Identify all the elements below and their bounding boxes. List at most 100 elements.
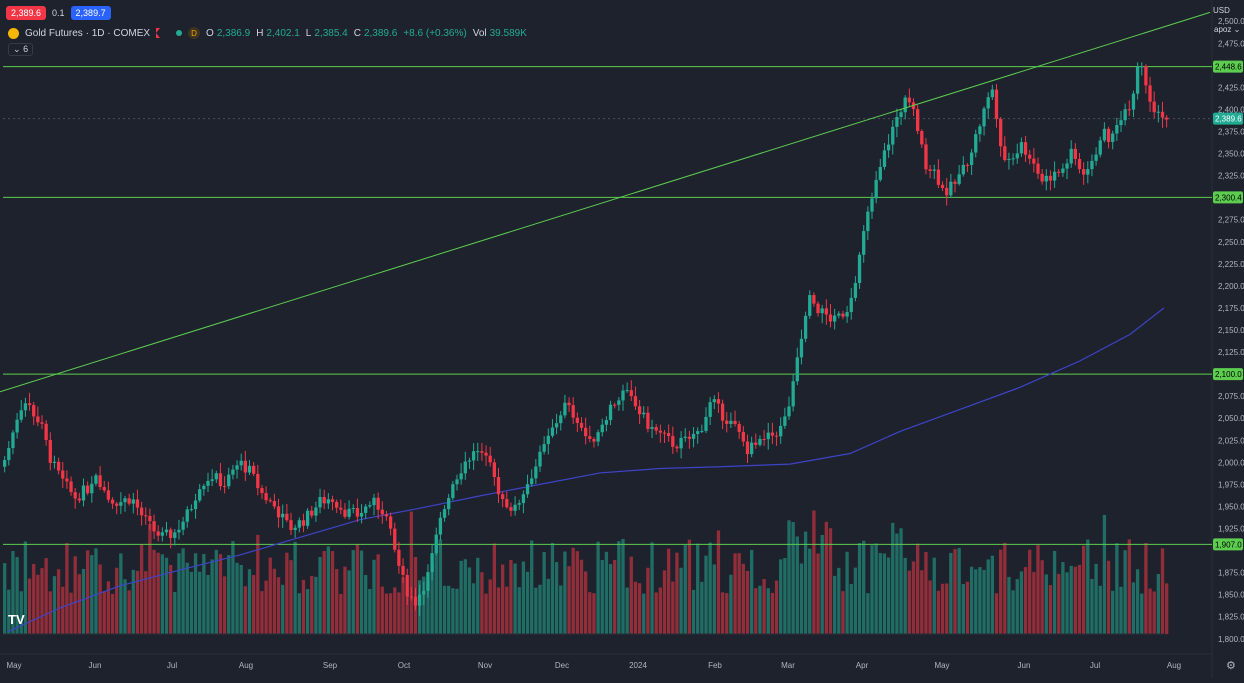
candle-body (243, 460, 247, 473)
candle-body (335, 501, 339, 508)
volume-bar (613, 559, 617, 634)
volume-bar (658, 587, 662, 634)
volume-bar (430, 563, 434, 634)
volume-bar (911, 561, 916, 634)
level-label-bg (1213, 538, 1243, 551)
ohlc-value: 2,385.4 (314, 27, 348, 39)
volume-bar (990, 555, 994, 634)
x-tick-label: Dec (555, 661, 569, 670)
volume-bar (227, 555, 231, 634)
candle-body (1152, 101, 1156, 113)
level-label: 2,300.4 (1215, 193, 1242, 202)
candle-body (480, 451, 484, 453)
volume-bar (1036, 545, 1040, 634)
currency-button[interactable]: USD (1213, 6, 1230, 15)
x-tick-label: Jul (1090, 661, 1100, 670)
candle-body (94, 475, 98, 484)
candle-body (642, 412, 646, 415)
volume-bar (173, 592, 177, 634)
volume-bar (339, 593, 343, 634)
candle-body (442, 509, 447, 518)
candle-body (824, 308, 828, 315)
volume-bar (364, 575, 368, 634)
y-tick-label: 2,250.0 (1218, 238, 1244, 247)
volume-bar (1044, 574, 1048, 634)
ohlc-item: O 2,386.9 (206, 28, 253, 39)
buy-price-button[interactable]: 2,389.7 (70, 6, 111, 20)
symbol-title[interactable]: Gold Futures · 1D · COMEX (25, 27, 151, 39)
candle-body (73, 492, 77, 499)
scale-mode-button[interactable]: apoz ⌄ (1214, 25, 1240, 34)
candle-body (297, 520, 301, 528)
y-tick-label: 2,425.0 (1218, 83, 1244, 92)
volume-bar (982, 569, 986, 634)
scale-mode-label: apoz (1214, 25, 1232, 34)
volume-bar (1152, 591, 1156, 634)
candle-body (1077, 159, 1082, 170)
candle-body (139, 507, 144, 516)
volume-bar (733, 553, 737, 634)
volume-bar (754, 588, 758, 634)
candle-body (77, 498, 81, 501)
indicator-count: 6 (23, 44, 29, 54)
volume-bar (629, 556, 633, 634)
candle-body (770, 432, 775, 436)
candle-body (928, 169, 932, 171)
volume-bar (260, 591, 264, 634)
candle-body (1061, 168, 1065, 173)
volume-bar (169, 564, 173, 634)
volume-bar (492, 543, 496, 634)
candle-body (239, 460, 243, 466)
candle-body (210, 479, 214, 481)
candle-body (492, 462, 496, 478)
y-tick-label: 2,500.0 (1218, 17, 1244, 26)
volume-bar (766, 588, 770, 634)
volume-bar (608, 564, 613, 634)
candle-body (260, 488, 264, 494)
candle-body (289, 520, 293, 531)
candle-body (600, 424, 604, 433)
candle-body (517, 503, 521, 505)
candle-body (106, 490, 111, 500)
volume-bar (554, 562, 559, 634)
candle-body (355, 508, 360, 517)
candle-body (206, 480, 210, 486)
x-tick-label: 2024 (629, 661, 647, 670)
flag-icon[interactable] (156, 28, 161, 38)
volume-bar (903, 557, 907, 634)
candle-body (314, 507, 318, 516)
candle-body (318, 497, 322, 508)
candle-body (135, 499, 140, 508)
candle-body (779, 425, 783, 437)
volume-bar (957, 548, 961, 634)
tradingview-logo[interactable]: TV (8, 612, 25, 627)
candle-body (592, 438, 596, 442)
candle-body (961, 164, 965, 175)
candle-body (816, 303, 820, 314)
volume-bar (741, 563, 745, 634)
volume-bar (646, 567, 650, 634)
candle-body (1028, 154, 1032, 159)
candle-body (156, 531, 160, 536)
candle-body (293, 527, 297, 531)
gear-icon[interactable]: ⚙ (1226, 660, 1236, 672)
candle-body (741, 431, 745, 442)
candle-body (907, 97, 911, 103)
collapse-indicators-button[interactable]: ⌄ 6 (8, 43, 34, 56)
volume-bar (650, 542, 654, 634)
x-tick-label: Oct (398, 661, 411, 670)
y-tick-label: 1,800.0 (1218, 635, 1244, 644)
chevron-down-icon: ⌄ (13, 44, 21, 54)
candle-body (202, 485, 206, 490)
sell-price-button[interactable]: 2,389.6 (6, 6, 47, 20)
volume-bar (563, 551, 567, 634)
volume-bars (3, 510, 1169, 635)
volume-bar (90, 555, 94, 634)
volume-bar (1073, 566, 1077, 634)
candle-body (571, 405, 575, 418)
y-tick-label: 2,375.0 (1218, 128, 1244, 137)
candle-body (820, 308, 824, 314)
candle-body (1140, 66, 1144, 68)
